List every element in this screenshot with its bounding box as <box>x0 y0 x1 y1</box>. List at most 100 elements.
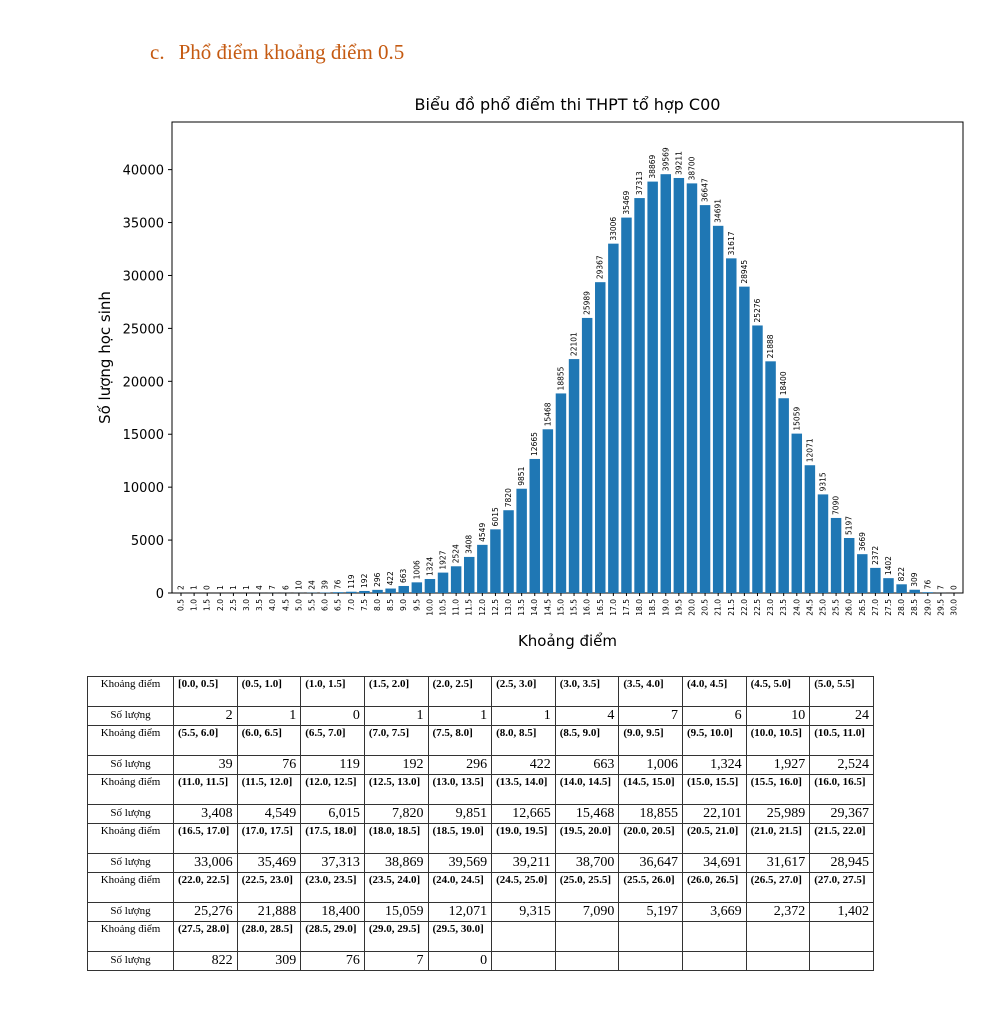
x-tick-label: 4.5 <box>281 599 290 611</box>
table-cell-count: 2,524 <box>809 755 874 775</box>
bar-value-label: 18400 <box>779 371 788 395</box>
x-tick-label: 13.5 <box>517 599 526 616</box>
bar-value-label: 192 <box>360 573 369 588</box>
table-cell-interval: (6.5, 7.0] <box>300 725 365 756</box>
row-label-so-luong: Số lượng <box>87 804 174 824</box>
table-cell-interval: (19.5, 20.0] <box>554 823 620 854</box>
table-cell-count: 0 <box>427 951 493 971</box>
bar <box>686 183 698 593</box>
table-cell-interval: (11.5, 12.0] <box>236 774 302 805</box>
row-label-so-luong: Số lượng <box>87 706 174 726</box>
table-cell-interval: (2.5, 3.0] <box>491 676 556 707</box>
bar-value-label: 10 <box>294 580 303 590</box>
table-cell-interval: (14.5, 15.0] <box>618 774 683 805</box>
x-tick-label: 24.5 <box>805 599 814 616</box>
table-cell-interval: (7.5, 8.0] <box>427 725 493 756</box>
table-cell-count <box>745 951 811 971</box>
bar <box>673 177 685 593</box>
x-tick-label: 16.0 <box>583 599 592 616</box>
bar <box>647 181 658 593</box>
bar-value-label: 34691 <box>714 199 723 223</box>
y-axis-label: Số lượng học sinh <box>96 291 114 424</box>
row-label-so-luong: Số lượng <box>87 951 174 971</box>
table-cell-interval: (22.5, 23.0] <box>236 872 302 903</box>
x-tick-label: 18.0 <box>635 599 644 616</box>
bar-value-label: 1 <box>242 585 251 590</box>
table-cell-interval: (4.5, 5.0] <box>745 676 811 707</box>
table-row-counts: Số lượng 33,006 35,469 37,313 38,869 39,569 39… <box>87 853 874 873</box>
bar-value-label: 28945 <box>740 260 749 284</box>
bar <box>608 243 619 594</box>
x-tick-label: 12.5 <box>491 599 500 616</box>
table-cell-interval: (12.0, 12.5] <box>300 774 365 805</box>
table-row-counts: Số lượng 2 1 0 1 1 1 4 7 6 10 24 <box>87 706 874 726</box>
bar-value-label: 76 <box>923 579 932 589</box>
table-cell-count: 0 <box>300 706 365 726</box>
table-cell-interval: (9.0, 9.5] <box>618 725 683 756</box>
bar-value-label: 1 <box>216 585 225 590</box>
x-tick-label: 22.0 <box>740 599 749 616</box>
x-tick-label: 16.5 <box>596 599 605 616</box>
bar-value-label: 296 <box>373 572 382 587</box>
bar-value-label: 37313 <box>635 171 644 195</box>
table-cell-interval <box>491 921 556 952</box>
table-cell-interval: (15.5, 16.0] <box>745 774 811 805</box>
bar-value-label: 6015 <box>491 507 500 526</box>
table-cell-interval: (20.5, 21.0] <box>682 823 747 854</box>
x-tick-label: 13.0 <box>504 599 513 616</box>
table-cell-count: 76 <box>300 951 365 971</box>
x-tick-label: 30.0 <box>950 599 959 616</box>
table-cell-interval: (13.5, 14.0] <box>491 774 556 805</box>
bar-value-label: 38700 <box>687 156 696 180</box>
bar-value-label: 6 <box>281 585 290 590</box>
x-tick-label: 28.5 <box>910 599 919 616</box>
bar-value-label: 422 <box>386 571 395 586</box>
bar <box>699 205 711 593</box>
bar <box>542 429 554 593</box>
x-tick-label: 19.5 <box>674 599 683 616</box>
bar <box>463 556 475 593</box>
bar <box>581 317 593 593</box>
table-cell-count: 1,324 <box>682 755 747 775</box>
bar <box>857 554 868 593</box>
bar <box>424 578 436 593</box>
bar <box>437 572 449 593</box>
table-cell-interval: (1.5, 2.0] <box>363 676 429 707</box>
table-cell-interval: (1.0, 1.5] <box>300 676 365 707</box>
x-tick-label: 10.0 <box>425 599 434 616</box>
table-cell-count: 24 <box>809 706 874 726</box>
section-title: Phổ điểm khoảng điểm 0.5 <box>178 40 405 64</box>
x-tick-label: 7.0 <box>347 599 356 611</box>
table-row-counts: Số lượng 822 309 76 7 0 <box>87 951 874 971</box>
bar-value-label: 7 <box>268 585 277 590</box>
x-tick-label: 15.0 <box>556 599 565 616</box>
table-cell-count: 18,855 <box>618 804 683 824</box>
bar-value-label: 822 <box>897 567 906 582</box>
bar-value-label: 4 <box>255 585 264 590</box>
bar-value-label: 3669 <box>858 532 867 551</box>
table-cell-count: 39,569 <box>427 853 493 873</box>
bar <box>883 578 894 593</box>
table-cell-interval: (3.5, 4.0] <box>618 676 683 707</box>
table-cell-count: 39,211 <box>491 853 556 873</box>
bar-value-label: 31617 <box>727 231 736 255</box>
table-cell-count: 6 <box>682 706 747 726</box>
x-tick-label: 14.0 <box>530 599 539 616</box>
table-cell-interval: (27.0, 27.5] <box>809 872 874 903</box>
bar <box>870 567 881 593</box>
table-cell-interval: (0.5, 1.0] <box>236 676 302 707</box>
y-tick-label: 35000 <box>123 217 164 232</box>
table-cell-count: 2 <box>173 706 238 726</box>
table-cell-interval: (23.0, 23.5] <box>300 872 365 903</box>
table-cell-interval: (21.5, 22.0] <box>809 823 874 854</box>
bar-value-label: 25989 <box>583 291 592 315</box>
table-cell-count: 18,400 <box>300 902 365 922</box>
table-cell-interval <box>682 921 747 952</box>
bar-value-label: 33006 <box>609 217 618 241</box>
table-cell-interval: (27.5, 28.0] <box>173 921 238 952</box>
bar-value-label: 15059 <box>792 407 801 431</box>
table-cell-count: 21,888 <box>236 902 302 922</box>
bar <box>332 592 344 593</box>
table-cell-count: 7 <box>618 706 683 726</box>
table-cell-count: 3,669 <box>682 902 747 922</box>
